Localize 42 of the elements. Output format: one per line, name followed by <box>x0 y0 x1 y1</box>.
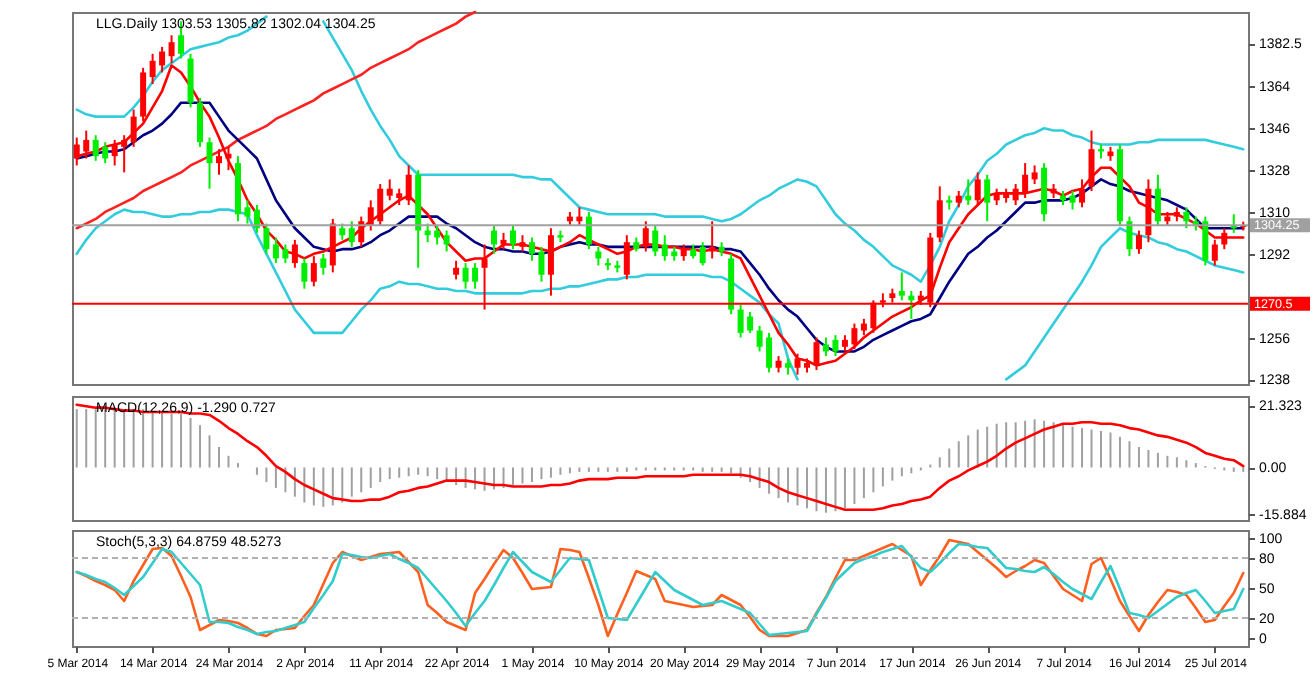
candlestick <box>984 173 991 223</box>
candlestick <box>291 238 298 269</box>
candlestick <box>263 222 270 255</box>
candlestick <box>642 220 649 253</box>
candlestick <box>652 224 659 258</box>
candlestick <box>1135 229 1142 255</box>
candlestick <box>301 257 308 290</box>
candlestick <box>585 210 592 251</box>
candlestick <box>699 241 706 267</box>
candlestick <box>358 215 365 248</box>
candlestick <box>1069 190 1076 211</box>
candlestick <box>1031 164 1038 186</box>
candlestick <box>936 185 943 244</box>
candlestick <box>1126 215 1133 258</box>
candlestick <box>310 255 317 288</box>
candlestick <box>348 220 355 248</box>
candlestick <box>623 234 630 281</box>
candlestick <box>491 224 498 255</box>
candlestick <box>898 271 905 302</box>
candlestick <box>405 164 412 206</box>
line-series <box>75 10 477 230</box>
candlestick <box>1079 178 1086 209</box>
candlestick <box>595 245 602 267</box>
candlestick <box>1211 238 1218 267</box>
candlestick <box>1221 227 1228 251</box>
candlestick <box>1041 162 1048 223</box>
candlestick <box>320 252 327 276</box>
candlestick <box>197 97 204 148</box>
candlestick <box>329 217 336 274</box>
candlestick <box>187 52 194 109</box>
candlestick <box>453 259 460 281</box>
candlestick <box>206 136 213 190</box>
candlestick <box>547 227 554 297</box>
line-series <box>75 403 1245 512</box>
candlestick <box>1088 129 1095 193</box>
candlestick <box>1183 206 1190 230</box>
candlestick <box>130 108 137 148</box>
candlestick <box>974 171 981 206</box>
candlestick <box>1154 173 1161 227</box>
candlestick <box>443 229 450 253</box>
candlestick <box>510 224 516 251</box>
candlestick <box>1145 178 1152 244</box>
